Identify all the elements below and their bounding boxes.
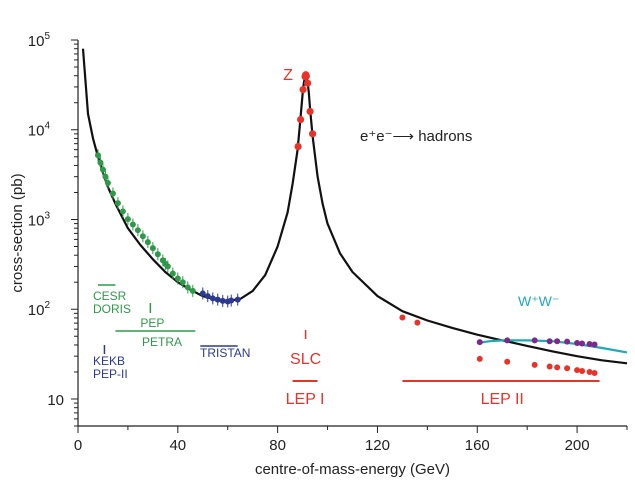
slc-label: SLC bbox=[290, 351, 321, 368]
low-energy-point bbox=[184, 284, 191, 291]
low-energy-point bbox=[102, 173, 109, 180]
x-tick-label: 0 bbox=[74, 437, 82, 454]
y-tick-label: 10 bbox=[47, 392, 64, 409]
low-energy-point bbox=[99, 166, 106, 173]
z-peak-point bbox=[294, 142, 302, 151]
cesr-label: CESR bbox=[93, 289, 127, 303]
z-peak-point bbox=[308, 130, 317, 138]
y-tick-label: 104 bbox=[28, 121, 51, 140]
lep2-label: LEP II bbox=[481, 391, 524, 408]
low-energy-point bbox=[134, 227, 141, 234]
low-energy-point bbox=[104, 180, 111, 187]
ww-point bbox=[476, 339, 483, 346]
ww-point bbox=[564, 338, 571, 345]
lep2-point bbox=[574, 367, 581, 374]
low-energy-point bbox=[114, 200, 121, 207]
low-energy-point bbox=[154, 251, 161, 258]
doris-label: DORIS bbox=[93, 302, 131, 316]
low-energy-point bbox=[169, 270, 176, 277]
low-energy-point bbox=[164, 263, 171, 270]
low-energy-point bbox=[144, 239, 151, 246]
ww-point bbox=[591, 341, 598, 348]
y-tick-label: 105 bbox=[28, 31, 51, 50]
ww-point bbox=[586, 340, 593, 347]
tristan-point bbox=[204, 293, 211, 300]
ww-point bbox=[531, 337, 538, 344]
z-peak-point bbox=[296, 115, 305, 124]
lep2-point bbox=[399, 314, 406, 321]
z-peak-point bbox=[302, 72, 310, 80]
z-peak-label: Z bbox=[283, 67, 293, 84]
ww-point bbox=[574, 340, 581, 347]
theory-curve bbox=[81, 48, 628, 365]
z-peak-point bbox=[303, 79, 312, 87]
low-energy-point bbox=[189, 287, 196, 294]
tristan-point bbox=[214, 296, 221, 303]
lep2-point bbox=[414, 319, 421, 326]
z-peak-point bbox=[306, 107, 314, 116]
tristan-point bbox=[234, 296, 241, 303]
tristan-point bbox=[228, 297, 235, 304]
petra-label: PETRA bbox=[142, 335, 182, 349]
x-axis-label: centre-of-mass-energy (GeV) bbox=[255, 461, 450, 478]
y-axis-label: cross-section (pb) bbox=[9, 173, 26, 292]
low-energy-point bbox=[149, 245, 156, 252]
y-tick-label: 103 bbox=[28, 210, 51, 229]
pepii-label: PEP-II bbox=[93, 367, 128, 381]
ww-label: W⁺W⁻ bbox=[518, 293, 559, 309]
reaction-label: e⁺e⁻⟶ hadrons bbox=[360, 128, 472, 145]
y-tick-label: 102 bbox=[28, 300, 51, 319]
lep2-point bbox=[564, 365, 571, 372]
z-peak-point bbox=[299, 86, 307, 94]
ww-point bbox=[546, 338, 553, 345]
low-energy-point bbox=[124, 216, 131, 223]
low-energy-point bbox=[97, 159, 104, 166]
x-tick-label: 120 bbox=[365, 437, 390, 454]
ww-point bbox=[579, 340, 586, 347]
kekb-label: KEKB bbox=[93, 354, 125, 368]
curves bbox=[81, 48, 628, 365]
tristan-label: TRISTAN bbox=[200, 346, 250, 360]
low-energy-point bbox=[119, 208, 126, 215]
low-energy-point bbox=[129, 221, 136, 228]
x-tick-label: 40 bbox=[169, 437, 186, 454]
lep2-point bbox=[554, 364, 561, 371]
low-energy-point bbox=[179, 279, 186, 286]
low-energy-point bbox=[109, 190, 116, 197]
x-tick-label: 160 bbox=[465, 437, 490, 454]
lep2-point bbox=[579, 368, 586, 375]
lep2-point bbox=[531, 361, 538, 368]
tristan-point bbox=[199, 290, 206, 297]
tristan-point bbox=[219, 297, 226, 304]
low-energy-point bbox=[174, 275, 181, 282]
lep2-point bbox=[504, 358, 511, 365]
low-energy-point bbox=[94, 152, 101, 159]
pep-label: PEP bbox=[140, 316, 164, 330]
ww-point bbox=[554, 338, 561, 345]
lep2-point bbox=[591, 369, 598, 376]
x-tick-label: 200 bbox=[565, 437, 590, 454]
axes: 0 40 80 120 160 200 105 104 103 102 10 centre-of-ma… bbox=[9, 31, 628, 478]
lep2-point bbox=[476, 355, 483, 362]
lep2-point bbox=[586, 368, 593, 375]
data-points bbox=[94, 71, 598, 376]
x-tick-label: 80 bbox=[269, 437, 286, 454]
ww-point bbox=[504, 337, 511, 344]
lep2-point bbox=[546, 363, 553, 370]
lep1-label: LEP I bbox=[286, 391, 325, 408]
tristan-point bbox=[209, 295, 216, 302]
low-energy-point bbox=[139, 233, 146, 240]
